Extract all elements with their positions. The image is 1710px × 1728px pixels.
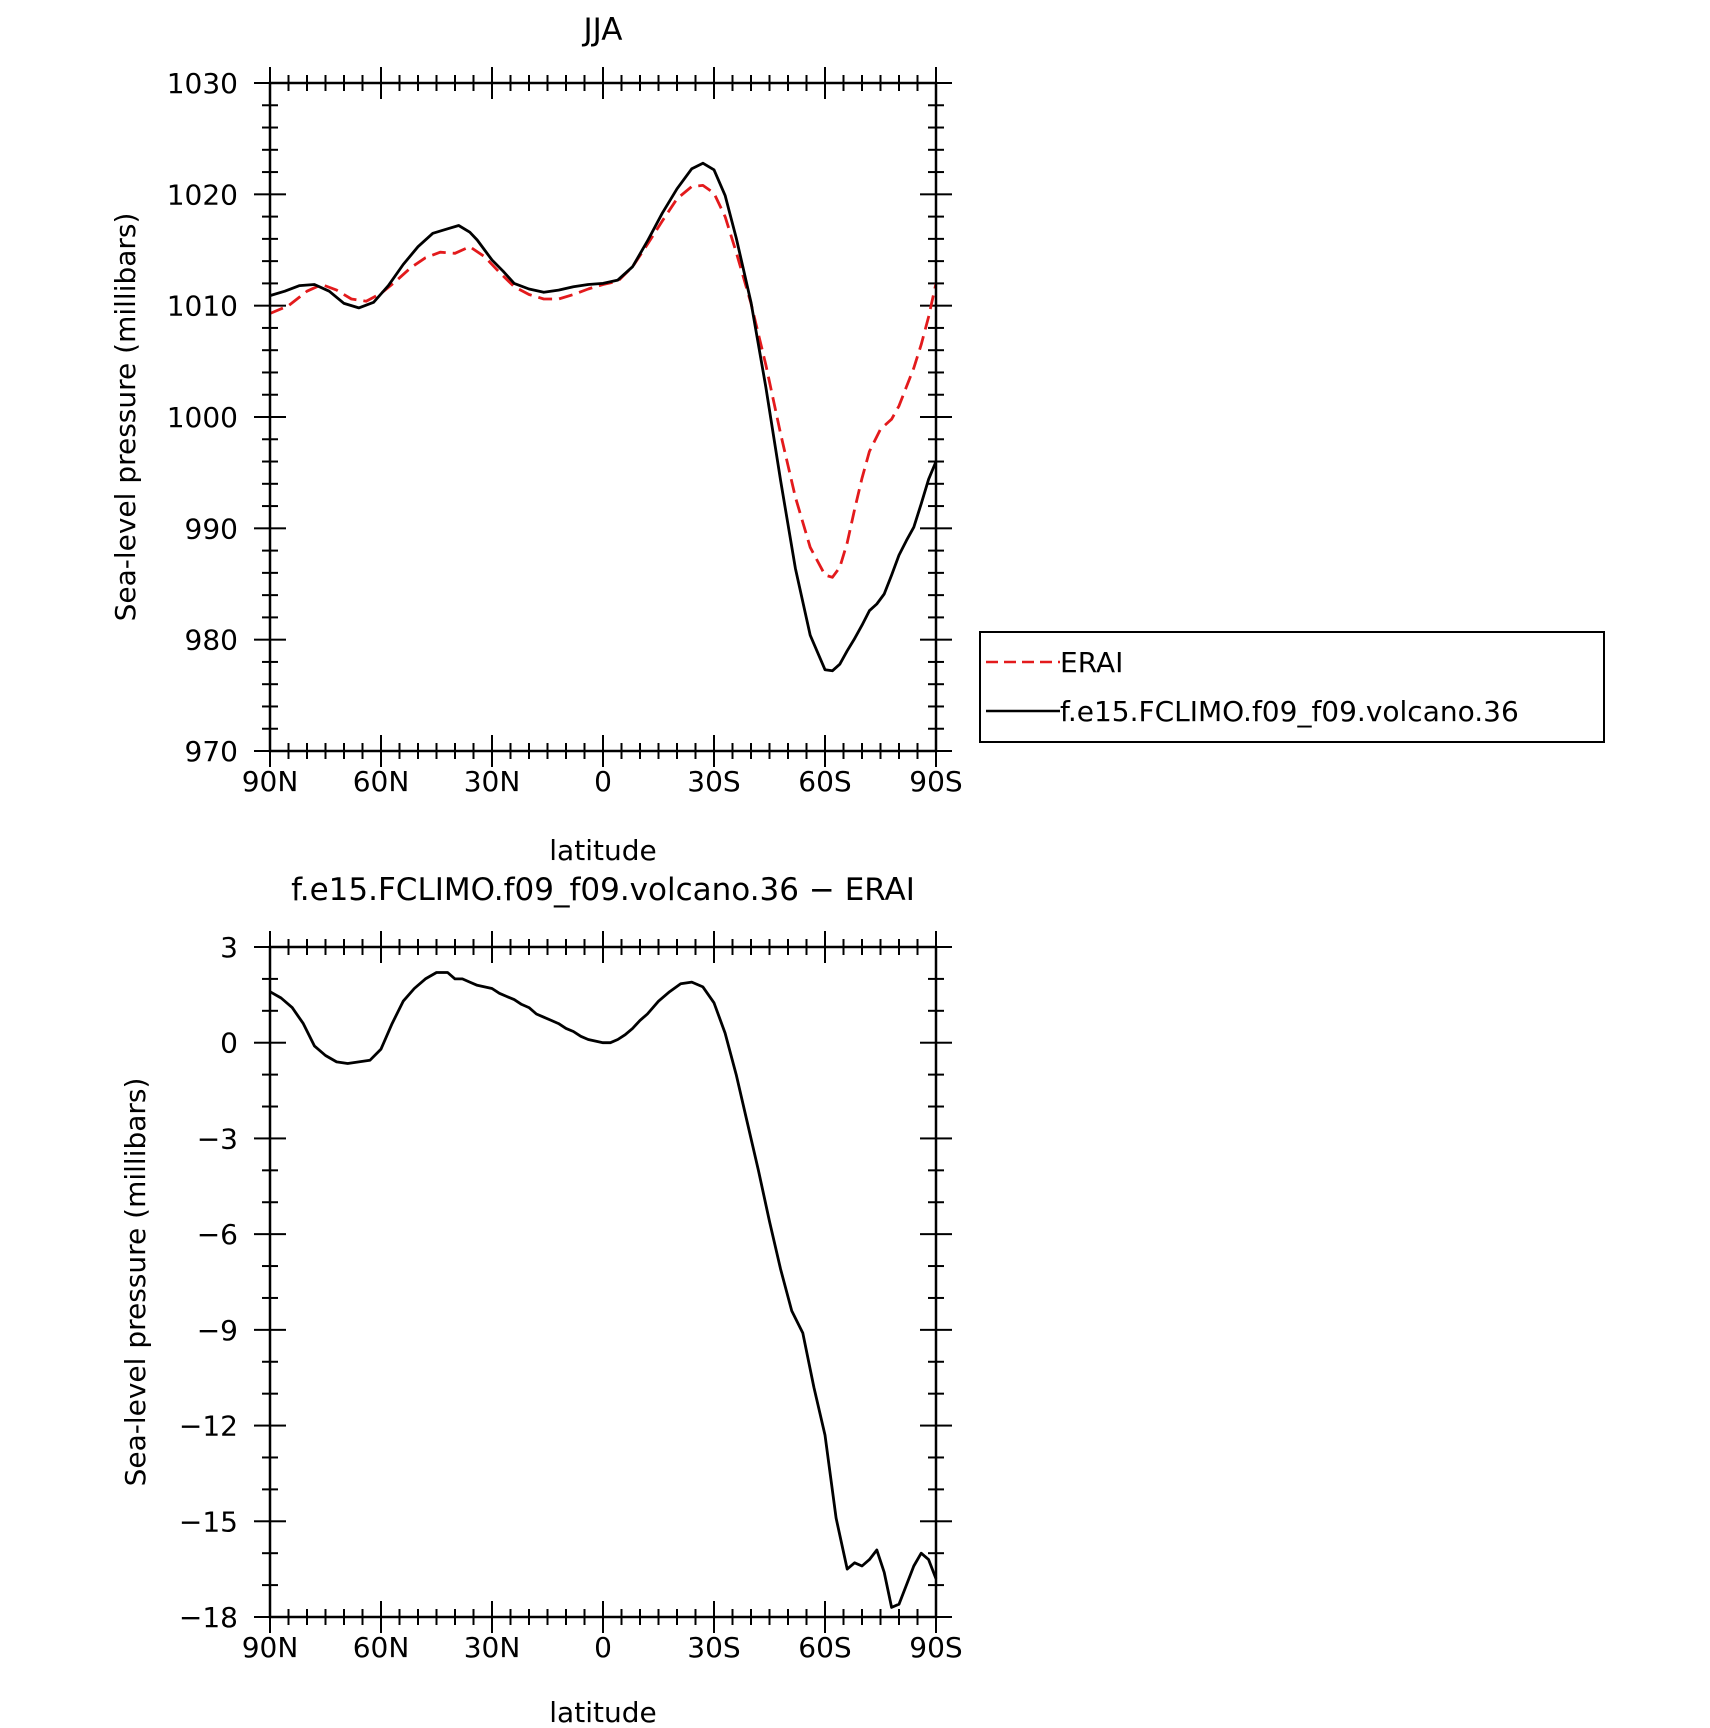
x-tick-label: 90N <box>242 1631 299 1664</box>
y-tick-label: 1010 <box>167 290 238 323</box>
y-tick-label: 970 <box>185 735 238 768</box>
y-tick-label: −6 <box>197 1218 238 1251</box>
legend-box <box>979 631 1605 743</box>
y-tick-label: 1000 <box>167 401 238 434</box>
x-tick-label: 90S <box>909 765 962 798</box>
x-tick-label: 30S <box>687 1631 740 1664</box>
data-lines <box>269 161 938 673</box>
y-tick-label: 0 <box>220 1027 238 1060</box>
tick-labels: 90N 60N 30N 0 30S 60S 90S −18 −15 −12 −9 −6 −3 0 3 <box>179 931 963 1664</box>
x-axis-label: latitude <box>549 834 656 867</box>
y-axis-label: Sea-level pressure (millibars) <box>109 213 142 622</box>
series-line-1 <box>269 161 938 673</box>
x-tick-label: 60N <box>353 765 410 798</box>
x-tick-label: 90N <box>242 765 299 798</box>
plot-frame <box>268 81 938 753</box>
y-tick-label: −15 <box>179 1505 238 1538</box>
bottom-panel: f.e15.FCLIMO.f09_f09.volcano.36 − ERAI 9… <box>119 872 963 1728</box>
x-tick-label: 30N <box>464 765 521 798</box>
series-line-0 <box>269 183 938 579</box>
legend: ERAI f.e15.FCLIMO.f09_f09.volcano.36 <box>979 631 1605 743</box>
x-tick-label: 30S <box>687 765 740 798</box>
axis-ticks <box>254 931 952 1633</box>
axis-ticks <box>254 67 952 767</box>
x-tick-label: 90S <box>909 1631 962 1664</box>
y-tick-label: 980 <box>185 624 238 657</box>
chart-title: JJA <box>582 12 623 48</box>
data-lines <box>269 971 938 1609</box>
plot-frame <box>268 945 938 1619</box>
y-tick-label: 3 <box>220 931 238 964</box>
x-tick-label: 0 <box>594 1631 612 1664</box>
y-tick-label: −9 <box>197 1314 238 1347</box>
legend-label-erai: ERAI <box>1060 646 1123 679</box>
y-tick-label: 990 <box>185 512 238 545</box>
top-panel: JJA 90N 60N 30N 0 30S 60S 90S 970 980 990 1000 1010… <box>109 12 1605 867</box>
x-tick-label: 0 <box>594 765 612 798</box>
y-axis-label: Sea-level pressure (millibars) <box>119 1078 152 1487</box>
x-tick-label: 60S <box>798 1631 851 1664</box>
series-line-0 <box>269 971 938 1609</box>
x-tick-label: 30N <box>464 1631 521 1664</box>
chart-title: f.e15.FCLIMO.f09_f09.volcano.36 − ERAI <box>291 872 915 908</box>
x-tick-label: 60N <box>353 1631 410 1664</box>
y-tick-label: 1030 <box>167 67 238 100</box>
y-tick-label: −3 <box>197 1122 238 1155</box>
x-axis-label: latitude <box>549 1696 656 1728</box>
legend-label-model: f.e15.FCLIMO.f09_f09.volcano.36 <box>1060 695 1519 728</box>
tick-labels: 90N 60N 30N 0 30S 60S 90S 970 980 990 1000 1010 1020… <box>167 67 963 798</box>
x-tick-label: 60S <box>798 765 851 798</box>
y-tick-label: −12 <box>179 1410 238 1443</box>
y-tick-label: 1020 <box>167 178 238 211</box>
y-tick-label: −18 <box>179 1601 238 1634</box>
